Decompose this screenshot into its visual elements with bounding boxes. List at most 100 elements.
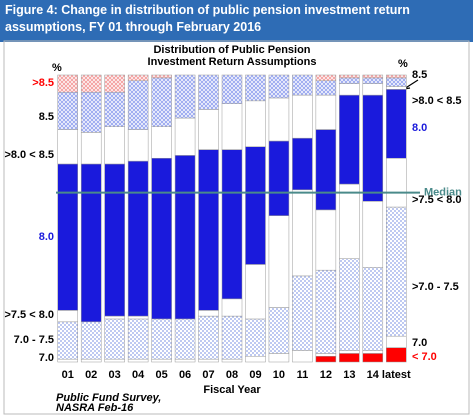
right-label: >8.0 < 8.5 bbox=[412, 95, 462, 107]
bar-segment bbox=[57, 74, 78, 93]
bar-segment bbox=[339, 350, 360, 354]
bar-segment bbox=[104, 358, 125, 363]
bar-segment bbox=[245, 146, 266, 265]
bar-segment bbox=[268, 74, 290, 99]
bar-segment bbox=[245, 74, 266, 102]
bar-segment bbox=[104, 315, 125, 320]
bar-segment bbox=[104, 126, 125, 165]
bar-segment bbox=[174, 318, 196, 360]
bar-segment bbox=[127, 318, 149, 360]
x-tick-label: 12 bbox=[320, 369, 332, 381]
bar-segment bbox=[151, 318, 172, 360]
bar-segment bbox=[198, 149, 219, 311]
bar-segment bbox=[362, 350, 384, 354]
bar-segment bbox=[386, 74, 407, 79]
unit-right: % bbox=[398, 58, 408, 70]
bar-segment bbox=[362, 77, 384, 84]
bar-segment bbox=[57, 91, 78, 130]
right-label: < 7.0 bbox=[412, 351, 437, 363]
bar-segment bbox=[245, 318, 266, 357]
bar-segment bbox=[245, 264, 266, 320]
bar-segment bbox=[198, 109, 219, 150]
x-tick-label: 11 bbox=[297, 369, 309, 381]
bar-segment bbox=[268, 307, 290, 354]
bar-segment bbox=[245, 356, 266, 363]
bar-segment bbox=[80, 163, 102, 323]
bar-segment bbox=[57, 129, 78, 165]
bar-segment bbox=[362, 83, 384, 96]
bar-segment bbox=[386, 206, 407, 337]
bar-segment bbox=[268, 97, 290, 142]
unit-left: % bbox=[52, 62, 62, 74]
figure-header: Figure 4: Change in distribution of publ… bbox=[0, 0, 473, 42]
bar-segment bbox=[127, 160, 149, 317]
bar-segment bbox=[292, 74, 313, 96]
bar-segment bbox=[315, 353, 337, 357]
source-note: Public Fund Survey, bbox=[56, 392, 161, 404]
bar-segment bbox=[315, 129, 337, 211]
bar-segment bbox=[127, 74, 149, 81]
bar-segment bbox=[315, 74, 337, 81]
x-tick-label: 02 bbox=[85, 369, 97, 381]
bar-segment bbox=[339, 258, 360, 351]
bar-segment bbox=[174, 74, 196, 119]
bar-segment bbox=[292, 350, 313, 363]
bar-segment bbox=[151, 74, 172, 79]
left-label: 7.0 - 7.5 bbox=[14, 334, 54, 346]
x-tick-label: 08 bbox=[226, 369, 238, 381]
bar-segment bbox=[198, 315, 219, 360]
bar-segment bbox=[221, 149, 243, 300]
x-tick-label: 07 bbox=[202, 369, 214, 381]
bar-segment bbox=[315, 356, 337, 363]
right-label: >7.5 < 8.0 bbox=[412, 194, 462, 206]
bar-segment bbox=[104, 163, 125, 317]
bar-segment bbox=[315, 94, 337, 130]
bar-segment bbox=[80, 91, 102, 133]
bar-segment bbox=[127, 80, 149, 130]
bar-segment bbox=[127, 358, 149, 363]
bar-segment bbox=[315, 209, 337, 271]
right-label: 7.0 bbox=[412, 337, 427, 349]
bar-segment bbox=[127, 315, 149, 320]
bar-segment bbox=[362, 267, 384, 351]
bar-segment bbox=[151, 77, 172, 127]
bar-segment bbox=[292, 189, 313, 277]
bar-segment bbox=[151, 157, 172, 320]
bar-segment bbox=[104, 74, 125, 93]
x-tick-label: latest bbox=[382, 369, 411, 381]
bar-segment bbox=[104, 318, 125, 360]
bar-segment bbox=[221, 74, 243, 104]
bar-segment bbox=[386, 157, 407, 208]
right-label: >7.0 - 7.5 bbox=[412, 281, 459, 293]
bar-segment bbox=[292, 94, 313, 139]
bar-segment bbox=[80, 321, 102, 360]
bar-segment bbox=[221, 358, 243, 363]
bar-segment bbox=[221, 298, 243, 317]
bar-segment bbox=[339, 353, 360, 363]
bar-segment bbox=[362, 94, 384, 202]
bar-segment bbox=[57, 310, 78, 323]
left-label: 7.0 bbox=[39, 352, 54, 364]
right-label: 8.0 bbox=[412, 122, 427, 134]
bar-segment bbox=[386, 335, 407, 348]
chart-title-line: Distribution of Public Pension bbox=[153, 44, 310, 56]
bar-segment bbox=[198, 358, 219, 363]
bar-segment bbox=[57, 358, 78, 363]
bar-segment bbox=[151, 126, 172, 159]
bar-segment bbox=[151, 358, 172, 363]
bar-segment bbox=[80, 74, 102, 93]
right-label: 8.5 bbox=[412, 69, 427, 81]
bar-segment bbox=[386, 77, 407, 87]
x-tick-label: 01 bbox=[62, 369, 74, 381]
bar-segment bbox=[80, 132, 102, 165]
x-axis-title: Fiscal Year bbox=[203, 384, 261, 396]
bar-segment bbox=[104, 91, 125, 127]
bar-segment bbox=[174, 117, 196, 156]
bar-segment bbox=[221, 315, 243, 360]
bar-segment bbox=[198, 74, 219, 110]
x-tick-label: 09 bbox=[249, 369, 261, 381]
bar-segment bbox=[174, 358, 196, 363]
bar-segment bbox=[386, 89, 407, 159]
